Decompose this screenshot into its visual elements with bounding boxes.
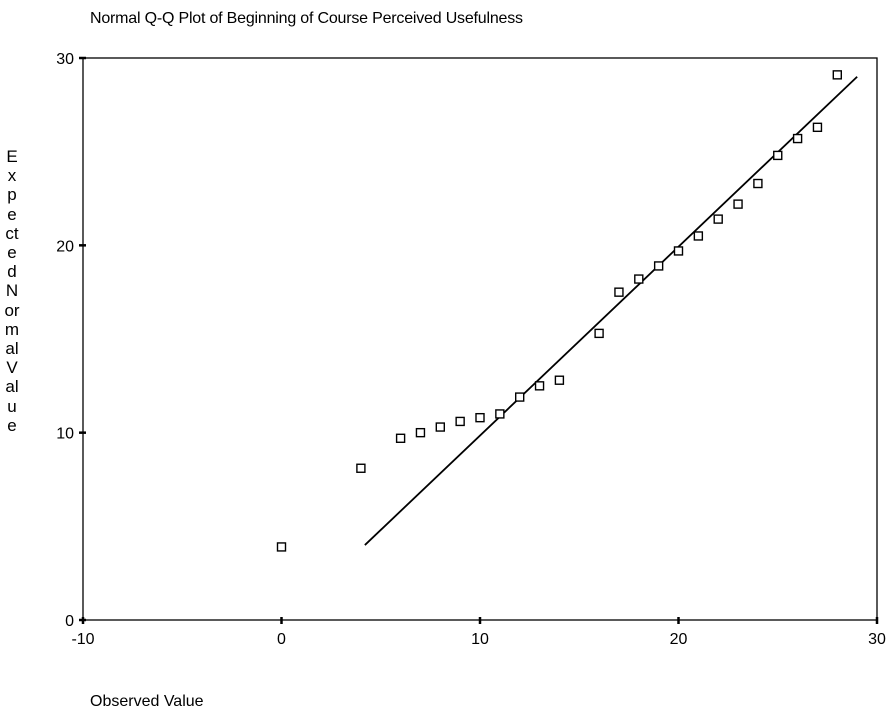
y-tick-label: 10 [56, 426, 74, 443]
data-point [614, 287, 624, 297]
data-point [673, 246, 684, 256]
chart-title: Normal Q-Q Plot of Beginning of Course P… [90, 10, 523, 27]
x-tick-label: 30 [868, 631, 886, 648]
x-axis-label: Observed Value [90, 693, 204, 710]
data-point [415, 427, 426, 438]
data-point [812, 122, 823, 133]
data-point [495, 409, 505, 419]
data-point [594, 328, 604, 339]
data-point [792, 133, 803, 144]
y-tick-label: 0 [65, 613, 74, 630]
x-tick-label: -10 [71, 631, 94, 648]
y-tick-label: 20 [56, 238, 74, 255]
data-point [693, 231, 704, 241]
reference-line [364, 76, 858, 546]
data-point [634, 274, 644, 284]
reference-line-group [364, 76, 858, 546]
data-point [276, 542, 287, 552]
data-point [475, 412, 485, 423]
x-tick-label: 20 [670, 631, 688, 648]
y-axis-label: Expected Normal Value [4, 147, 24, 435]
x-tick-label: 10 [471, 631, 489, 648]
data-point [733, 199, 743, 209]
data-point [435, 422, 445, 432]
x-tick-label: 0 [277, 631, 286, 648]
data-point [395, 433, 406, 443]
data-point [356, 463, 366, 473]
data-point [713, 214, 723, 224]
data-point [653, 261, 664, 271]
data-point [753, 178, 763, 189]
data-point [534, 381, 545, 391]
data-point [515, 392, 525, 402]
data-point [455, 416, 465, 427]
plot-frame [82, 57, 878, 621]
y-tick-label: 30 [56, 51, 74, 68]
data-point [554, 375, 565, 385]
data-point [832, 70, 842, 80]
data-points [276, 70, 842, 552]
data-point [773, 150, 783, 161]
